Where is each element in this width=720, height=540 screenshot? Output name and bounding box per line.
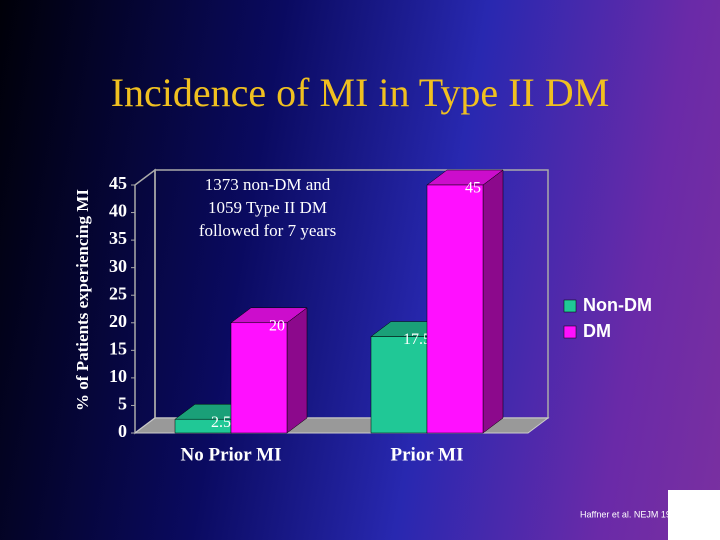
chart-title: Incidence of MI in Type II DM (111, 70, 610, 115)
y-tick-label: 5 (118, 394, 127, 414)
side-wall (134, 168, 156, 435)
y-tick-label: 45 (109, 173, 127, 193)
y-tick-label: 15 (109, 338, 127, 358)
data-label: 20 (269, 317, 285, 334)
bar (370, 336, 428, 434)
data-label: 2.5 (211, 414, 231, 431)
bar (426, 184, 484, 434)
y-tick-label: 10 (109, 366, 127, 386)
x-tick-label: No Prior MI (181, 444, 282, 465)
y-tick-label: 40 (109, 201, 127, 221)
legend-label: DM (583, 321, 611, 341)
bar (230, 322, 288, 434)
y-tick-label: 30 (109, 256, 127, 276)
y-tick-label: 20 (109, 311, 127, 331)
y-tick-label: 35 (109, 228, 127, 248)
bar-side (482, 169, 504, 434)
y-tick-label: 25 (109, 283, 127, 303)
legend-swatch (563, 299, 577, 313)
footnote: Haffner et al. NEJM 1998; 339:229 (580, 509, 718, 519)
annotation: 1373 non-DM and 1059 Type II DM followed… (198, 175, 337, 240)
y-tick-label: 0 (118, 421, 127, 441)
x-tick-label: Prior MI (391, 444, 464, 465)
data-label: 45 (465, 180, 481, 197)
legend-label: Non-DM (583, 295, 652, 315)
data-label: 17.5 (403, 331, 431, 348)
y-axis-label: % of Patients experiencing MI (73, 189, 92, 411)
legend-swatch (563, 325, 577, 339)
bar-side (286, 307, 308, 434)
logo (668, 490, 720, 540)
